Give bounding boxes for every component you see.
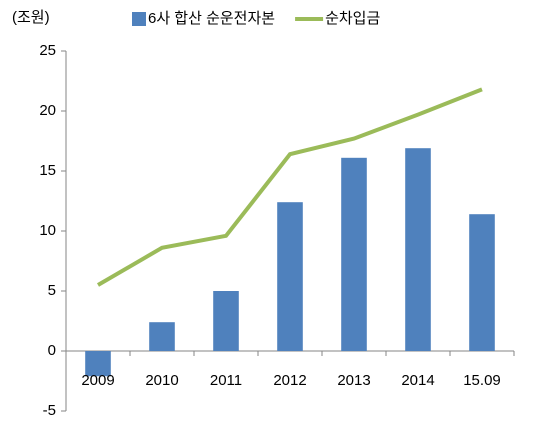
x-tick-label: 2011: [210, 372, 242, 389]
x-tick-label: 2010: [145, 372, 178, 389]
bar: [213, 291, 239, 351]
legend-label: 6사 합산 순운전자본: [148, 10, 275, 27]
x-tick-label: 2009: [81, 372, 114, 389]
legend-swatch: [132, 12, 146, 26]
bar: [469, 214, 495, 351]
y-tick-label: 0: [48, 342, 56, 359]
y-tick-label: 10: [39, 222, 56, 239]
bar: [149, 322, 175, 351]
legend-label: 순차입금: [325, 10, 380, 27]
unit-label: (조원): [12, 9, 50, 26]
x-tick-label: 2013: [337, 372, 370, 389]
y-tick-label: 25: [39, 42, 56, 59]
y-tick-label: 15: [39, 162, 56, 179]
y-tick-label: -5: [43, 402, 56, 419]
line: [96, 87, 483, 287]
bar: [405, 148, 431, 351]
x-tick-label: 15.09: [463, 372, 501, 389]
y-tick-label: 5: [48, 282, 56, 299]
x-tick-label: 2012: [273, 372, 306, 389]
bar: [85, 351, 111, 377]
bar: [341, 157, 367, 351]
x-tick-label: 2014: [401, 372, 434, 389]
bar: [277, 202, 303, 351]
y-tick-label: 20: [39, 102, 56, 119]
